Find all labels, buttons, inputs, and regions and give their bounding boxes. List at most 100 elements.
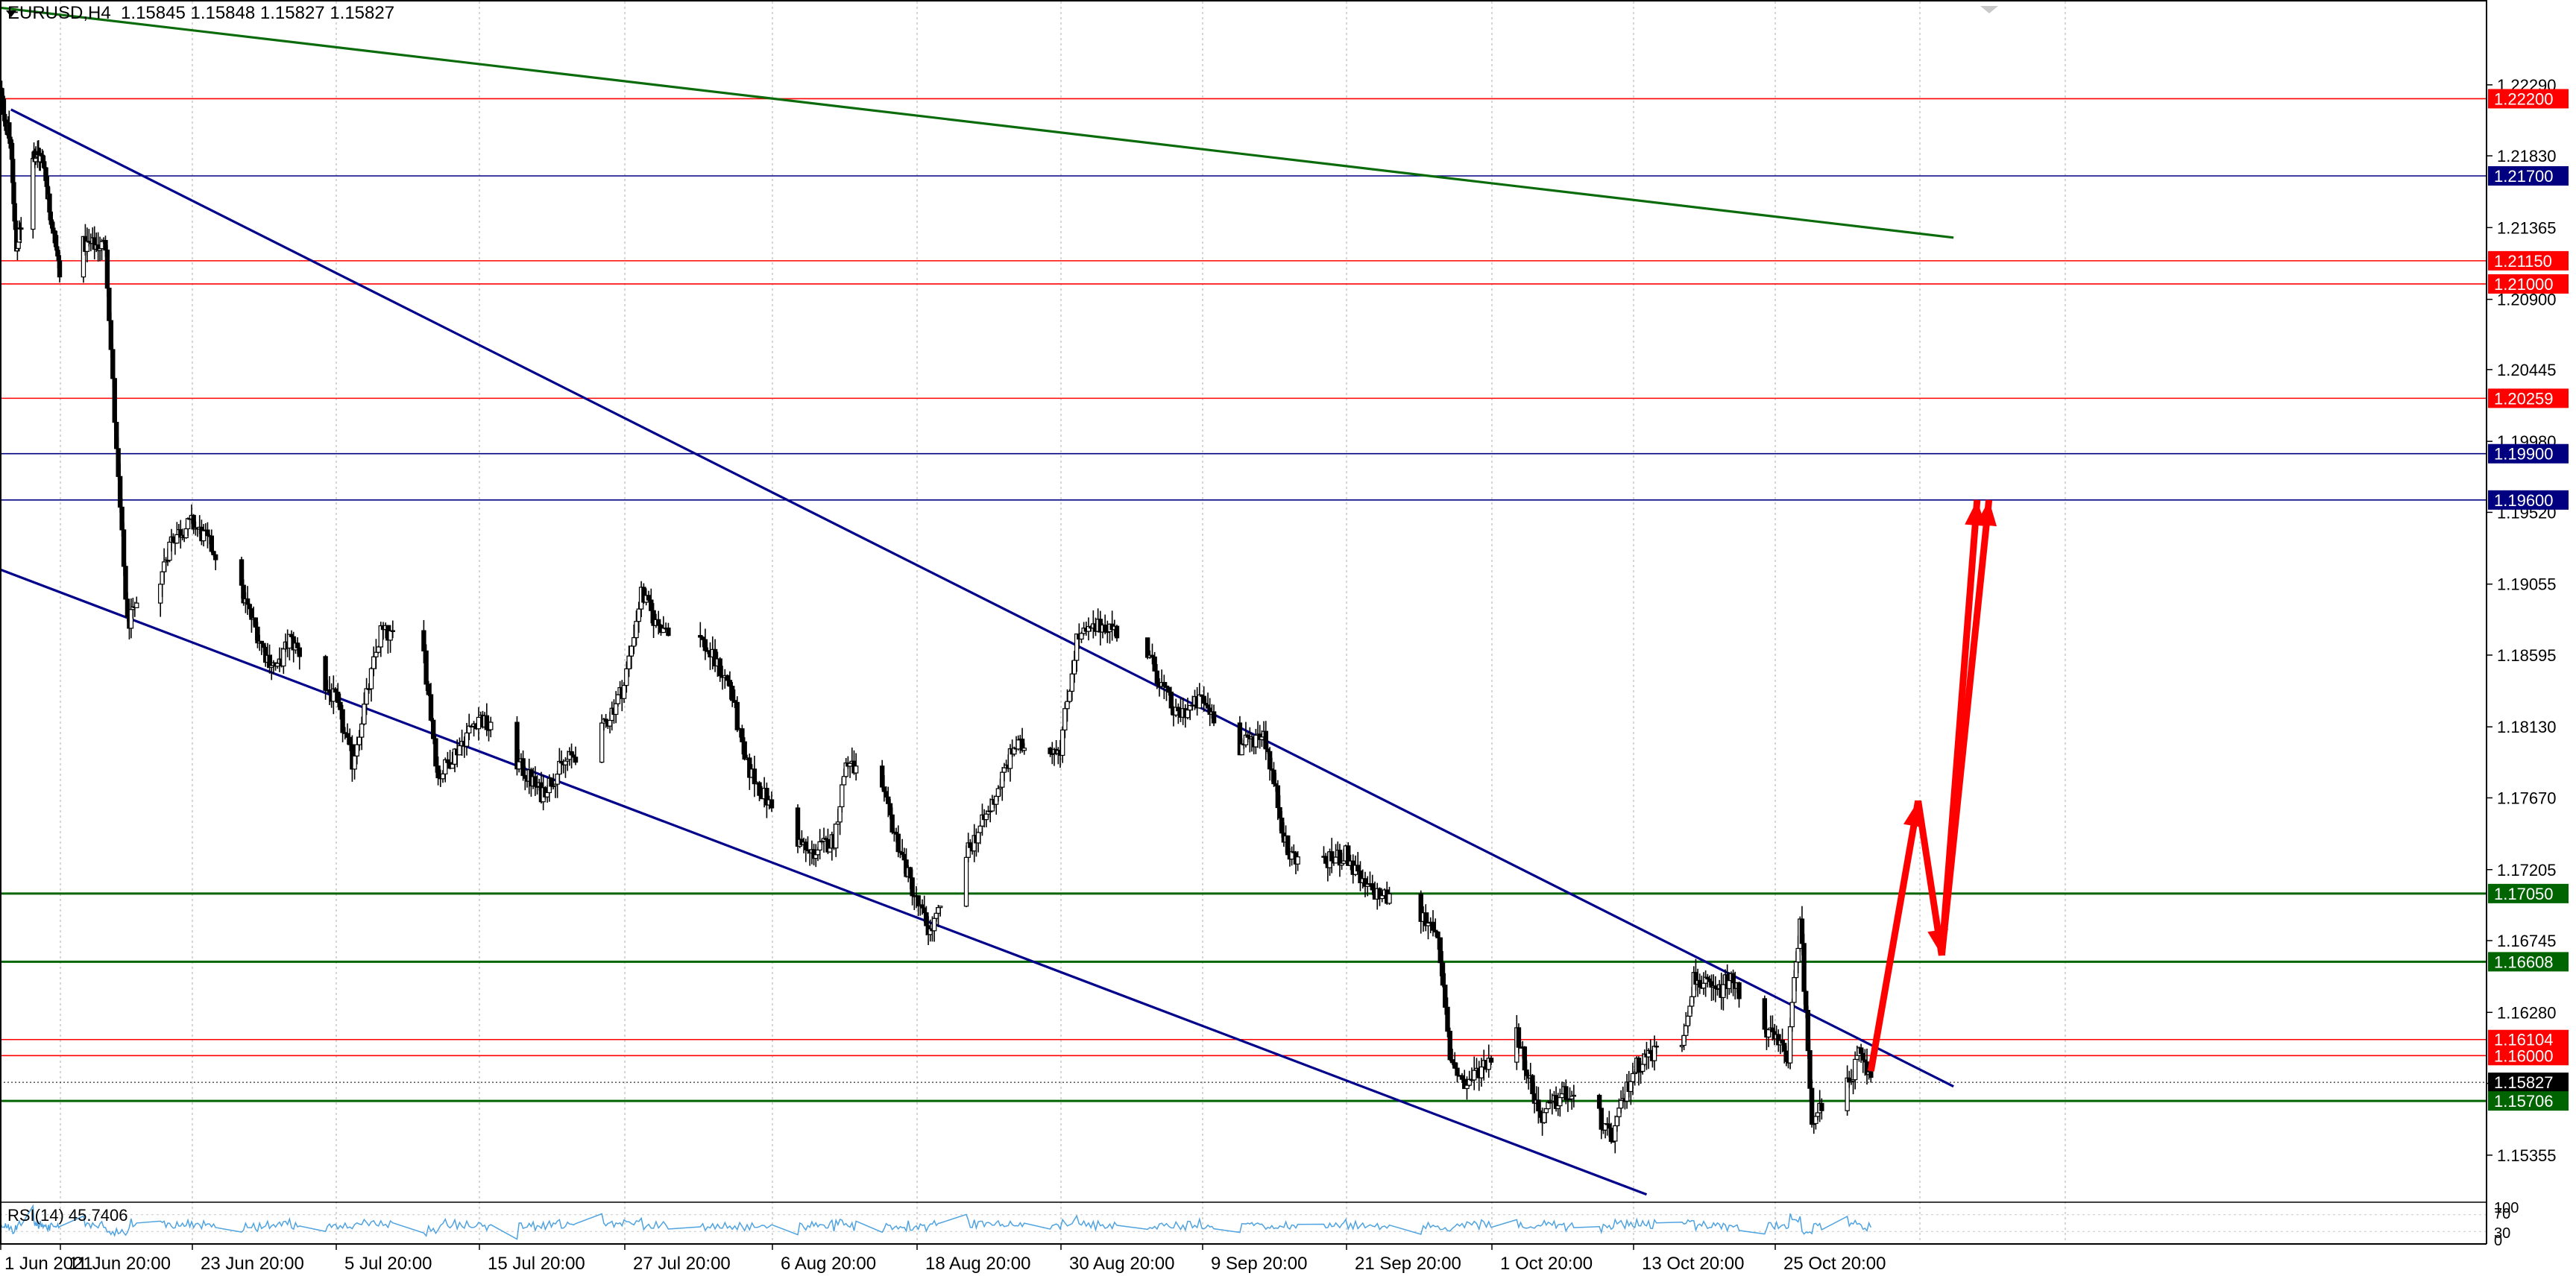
candle-body xyxy=(1445,1006,1450,1032)
candle-body xyxy=(1048,748,1053,754)
candle-body xyxy=(201,530,207,542)
candle-body xyxy=(16,241,21,249)
candle-body xyxy=(1792,976,1797,1003)
candle-body xyxy=(1355,865,1361,872)
projection-arrows xyxy=(1867,499,1997,1072)
candle-body xyxy=(655,619,661,626)
candle-body xyxy=(1801,943,1807,992)
candle-body xyxy=(1154,670,1160,684)
chart-grid xyxy=(60,1,2066,1244)
candle-body xyxy=(827,847,833,853)
candle-body xyxy=(1295,856,1300,865)
candle-body xyxy=(1285,835,1291,856)
candle-body xyxy=(629,645,634,657)
candle-body xyxy=(1452,1062,1458,1069)
level-tag-label: 1.19600 xyxy=(2494,491,2554,510)
candle-body xyxy=(1607,1123,1612,1129)
y-tick-label: 1.17670 xyxy=(2497,789,2557,807)
candle-body xyxy=(433,738,438,767)
candle-body xyxy=(1464,1084,1470,1090)
candle-body xyxy=(995,788,1001,798)
candle-body xyxy=(1854,1055,1860,1060)
candle-body xyxy=(191,514,196,530)
candle-body xyxy=(10,159,16,183)
level-tag-label: 1.21150 xyxy=(2494,252,2552,271)
candle-body xyxy=(734,701,740,730)
candle-body xyxy=(442,759,448,775)
candle-body xyxy=(666,628,671,637)
rsi-panel xyxy=(0,1201,2487,1240)
trendline-green-downtrend xyxy=(0,6,1954,239)
candle-body xyxy=(1815,1112,1821,1117)
candle-body xyxy=(364,688,369,705)
candle-body xyxy=(1271,769,1276,785)
candle-body xyxy=(1000,771,1005,788)
candle-body xyxy=(112,378,117,423)
candle-body xyxy=(729,686,735,701)
x-tick-label: 5 Jul 20:00 xyxy=(344,1254,432,1274)
level-tag-label: 1.20259 xyxy=(2494,389,2554,408)
y-tick-label: 1.21365 xyxy=(2497,218,2557,237)
y-tick-label: 1.18130 xyxy=(2497,718,2557,736)
candle-body xyxy=(520,758,526,777)
candle-body xyxy=(1795,947,1801,963)
candle-body xyxy=(1166,686,1171,693)
candle-body xyxy=(340,709,345,733)
candle-body xyxy=(555,774,560,785)
candle-body xyxy=(212,554,218,560)
candle-body xyxy=(1197,694,1203,709)
candle-body xyxy=(532,776,538,787)
candle-body xyxy=(1787,1026,1793,1064)
candle-body xyxy=(886,796,891,804)
candle-body xyxy=(841,776,847,786)
candle-body xyxy=(615,694,621,704)
candle-body xyxy=(1387,893,1392,904)
candle-body xyxy=(1239,743,1244,756)
candle-body xyxy=(1185,710,1191,718)
candle-body xyxy=(624,668,629,686)
candle-body xyxy=(1437,937,1443,964)
candle-body xyxy=(43,167,48,177)
candle-body xyxy=(922,907,927,914)
candle-body xyxy=(607,719,613,727)
candle-body xyxy=(368,668,374,689)
candle-body xyxy=(450,763,456,769)
candle-body xyxy=(428,694,434,721)
x-tick-label: 30 Aug 20:00 xyxy=(1069,1254,1174,1274)
candle-body xyxy=(1176,707,1181,712)
x-tick-label: 23 Jun 20:00 xyxy=(201,1254,304,1274)
candle-body xyxy=(740,728,745,742)
arrow-head xyxy=(1976,499,1997,527)
projection-arrow-2 xyxy=(1938,499,1993,956)
candle-body xyxy=(752,768,758,785)
rsi-scale-label: 0 xyxy=(2494,1233,2502,1249)
candle-body xyxy=(344,733,350,738)
candle-body xyxy=(1654,1046,1659,1048)
y-tick-label: 1.19055 xyxy=(2497,575,2557,594)
candle-body xyxy=(31,158,36,230)
candle-body xyxy=(977,825,983,833)
level-tag-label: 1.17050 xyxy=(2494,885,2554,903)
candle-body xyxy=(1731,973,1736,984)
candle-body xyxy=(1687,1005,1692,1017)
candle-body xyxy=(333,688,338,693)
candle-body xyxy=(1211,711,1217,724)
candle-body xyxy=(356,736,362,745)
candle-body xyxy=(544,792,550,798)
candle-body xyxy=(1640,1064,1646,1072)
candle-body xyxy=(1067,690,1072,702)
level-tag-label: 1.16608 xyxy=(2494,953,2554,971)
candle-body xyxy=(1809,1087,1815,1125)
candle-body xyxy=(134,602,139,608)
candle-body xyxy=(889,814,895,833)
symbol-menu-icon[interactable] xyxy=(6,10,16,17)
candle-body xyxy=(919,904,925,909)
candle-body xyxy=(1430,921,1436,931)
level-tag-label: 1.21700 xyxy=(2494,167,2554,186)
trendline-channel-lower xyxy=(0,568,1648,1196)
candle-body xyxy=(110,349,116,379)
candle-body xyxy=(599,722,605,763)
scroll-shift-marker[interactable] xyxy=(1980,6,1998,13)
